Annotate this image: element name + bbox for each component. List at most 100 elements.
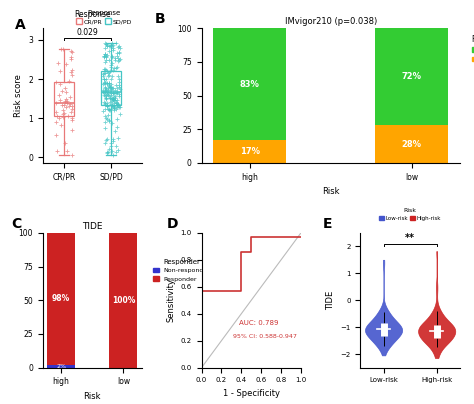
Point	[100, 53, 108, 59]
Point	[106, 89, 114, 95]
Point	[108, 90, 115, 96]
Point	[62, 95, 70, 102]
Point	[114, 116, 121, 122]
Point	[103, 99, 110, 106]
Point	[107, 96, 115, 103]
Point	[102, 41, 110, 48]
Point	[101, 140, 109, 146]
Point	[114, 58, 122, 65]
Text: A: A	[15, 17, 26, 32]
Point	[113, 63, 120, 70]
Point	[115, 73, 122, 80]
Point	[101, 101, 109, 107]
Point	[65, 103, 73, 109]
Point	[106, 145, 113, 152]
Point	[103, 43, 111, 49]
Point	[108, 84, 115, 90]
Point	[115, 57, 122, 64]
Point	[102, 54, 109, 60]
Point	[107, 64, 114, 70]
Point	[100, 90, 108, 97]
Point	[102, 86, 110, 93]
Legend: Low-risk, High-risk: Low-risk, High-risk	[377, 206, 443, 223]
Point	[110, 97, 118, 103]
Point	[110, 105, 118, 111]
Point	[99, 86, 107, 93]
Point	[103, 51, 110, 58]
Point	[68, 116, 76, 123]
Point	[107, 86, 115, 92]
Point	[102, 53, 109, 60]
Text: 95% CI: 0.588-0.947: 95% CI: 0.588-0.947	[233, 334, 297, 339]
Point	[111, 56, 118, 63]
X-axis label: 1 - Specificity: 1 - Specificity	[223, 389, 280, 398]
Point	[107, 76, 114, 83]
Point	[110, 107, 118, 114]
Point	[62, 84, 69, 91]
Point	[61, 99, 68, 105]
Point	[114, 97, 121, 103]
Point	[101, 93, 109, 99]
Text: 100%: 100%	[112, 296, 135, 305]
Point	[100, 81, 107, 87]
Title: TIDE: TIDE	[82, 222, 102, 231]
Point	[52, 100, 60, 107]
Point	[109, 59, 116, 66]
Point	[68, 152, 76, 158]
Point	[112, 93, 119, 99]
Point	[112, 90, 119, 97]
Point	[116, 104, 123, 110]
Point	[116, 85, 123, 92]
Point	[104, 70, 112, 76]
Title: IMvigor210 (p=0.038): IMvigor210 (p=0.038)	[284, 17, 377, 26]
Point	[108, 102, 116, 109]
Text: B: B	[155, 12, 166, 26]
Point	[109, 120, 116, 126]
Point	[101, 119, 109, 126]
Point	[109, 90, 116, 97]
Point	[112, 149, 120, 156]
Point	[110, 104, 118, 110]
Point	[105, 117, 112, 124]
Point	[107, 98, 114, 105]
Point	[105, 43, 113, 49]
Point	[68, 67, 76, 73]
Legend: Non-responder, Responder: Non-responder, Responder	[150, 256, 213, 284]
Point	[112, 82, 119, 88]
Point	[105, 107, 113, 113]
Point	[114, 135, 122, 141]
Point	[53, 148, 61, 155]
Point	[113, 90, 121, 97]
Point	[105, 80, 112, 87]
Point	[107, 81, 115, 87]
Point	[109, 90, 117, 96]
Point	[101, 100, 109, 106]
Point	[102, 96, 109, 103]
Bar	[375, 28, 448, 125]
Point	[62, 103, 70, 110]
Point	[56, 68, 64, 74]
Point	[108, 53, 116, 59]
Text: D: D	[167, 217, 178, 231]
Point	[61, 101, 68, 108]
Point	[100, 70, 108, 76]
Point	[105, 93, 112, 100]
Point	[64, 99, 71, 106]
Bar	[109, 233, 137, 368]
Point	[115, 91, 123, 97]
Point	[100, 54, 108, 60]
Point	[101, 113, 109, 120]
Point	[115, 50, 122, 57]
Point	[100, 91, 108, 98]
Bar	[213, 140, 286, 163]
Point	[105, 117, 113, 124]
Point	[62, 61, 70, 67]
Point	[108, 139, 115, 146]
Point	[67, 69, 75, 76]
Point	[105, 72, 113, 78]
Point	[101, 70, 109, 76]
Point	[101, 45, 109, 51]
Point	[67, 48, 74, 54]
Point	[106, 43, 114, 49]
Point	[109, 100, 117, 107]
